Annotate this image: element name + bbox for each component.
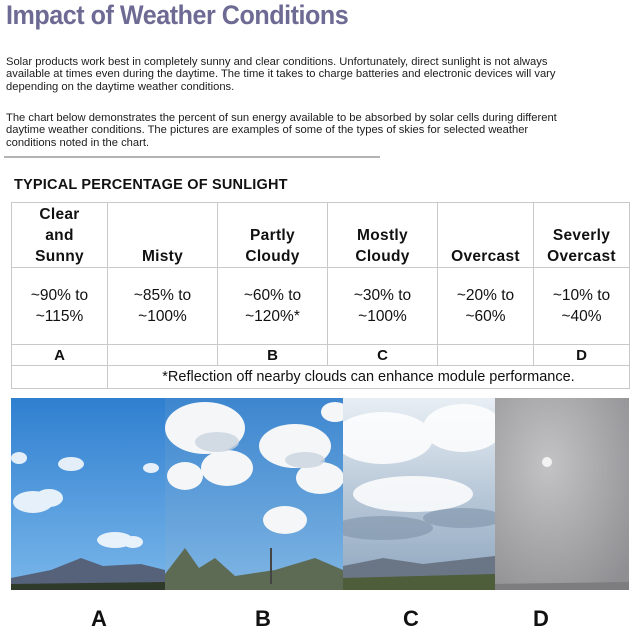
percentage-cell: ~30% to ~100% — [327, 267, 438, 345]
footnote: *Reflection off nearby clouds can enhanc… — [107, 365, 630, 389]
photo-label: B — [255, 606, 271, 631]
partly-cloudy-photo — [165, 398, 343, 590]
percentage-cell: ~60% to ~120%* — [217, 267, 328, 345]
condition-header: Severly Overcast — [533, 202, 630, 268]
sky-photo-strip — [11, 398, 629, 590]
percentage-cell: ~90% to ~115% — [11, 267, 108, 345]
condition-header-row: Clear and Sunny Misty Partly Cloudy Mostly C… — [11, 202, 630, 268]
percentage-cell: ~85% to ~100% — [107, 267, 218, 345]
photo-label-row: A B C D — [11, 344, 630, 366]
percentage-cell: ~20% to ~60% — [437, 267, 534, 345]
condition-header: Partly Cloudy — [217, 202, 328, 268]
condition-header: Overcast — [437, 202, 534, 268]
photo-label: C — [403, 606, 419, 631]
photo-label-cell — [107, 344, 218, 366]
photo-label: A — [91, 606, 107, 631]
percentage-cell: ~10% to ~40% — [533, 267, 630, 345]
chart-description-paragraph: The chart below demonstrates the percent… — [6, 112, 557, 149]
intro-paragraph: Solar products work best in completely s… — [6, 56, 556, 93]
condition-header: Misty — [107, 202, 218, 268]
overcast-sky-photo — [495, 398, 629, 590]
photo-label-cell: B — [217, 344, 328, 366]
condition-header: Clear and Sunny — [11, 202, 108, 268]
condition-header: Mostly Cloudy — [327, 202, 438, 268]
clear-sky-photo — [11, 398, 165, 590]
sunlight-table: Clear and Sunny Misty Partly Cloudy Mostly C… — [11, 202, 630, 389]
page-title: Impact of Weather Conditions — [6, 0, 349, 30]
divider — [4, 156, 380, 158]
percentage-row: ~90% to ~115% ~85% to ~100% ~60% to ~120%* … — [11, 267, 630, 345]
mostly-cloudy-photo — [343, 398, 495, 590]
photo-label-cell: C — [327, 344, 438, 366]
footnote-spacer — [11, 365, 108, 389]
photo-label-cell — [437, 344, 534, 366]
photo-label: D — [533, 606, 549, 631]
photo-label-cell: A — [11, 344, 108, 366]
photo-label-cell: D — [533, 344, 630, 366]
chart-title: TYPICAL PERCENTAGE OF SUNLIGHT — [14, 177, 288, 193]
footnote-row: *Reflection off nearby clouds can enhanc… — [11, 365, 630, 389]
